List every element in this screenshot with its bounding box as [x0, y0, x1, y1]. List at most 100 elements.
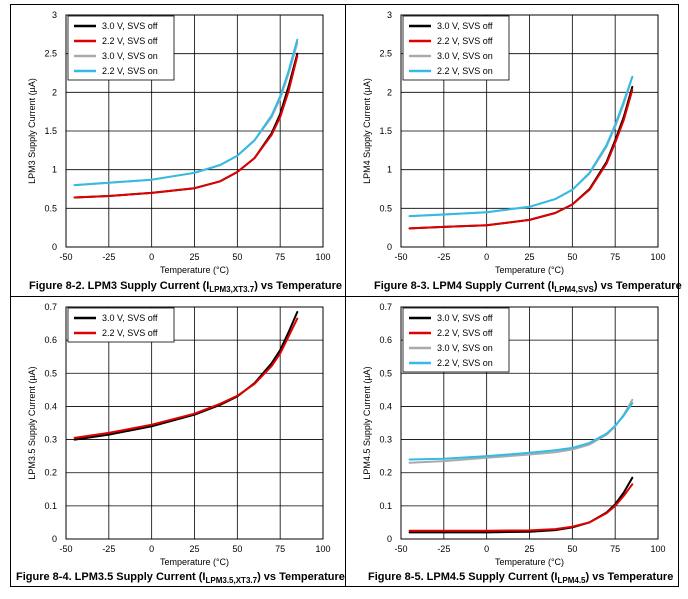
x-tick-label: 25 — [189, 544, 199, 554]
legend-entry: 3.0 V, SVS on — [437, 51, 493, 61]
legend-entry: 2.2 V, SVS off — [102, 328, 158, 338]
y-tick-label: 0.1 — [379, 501, 392, 511]
legend-entry: 2.2 V, SVS off — [437, 36, 493, 46]
panel-lpm4-5: -50 -25 0 25 50 75 100 0 0.1 0.2 0.3 0.4 0.5 0.6 0.7 Te… — [346, 297, 680, 588]
plot-frame — [65, 306, 324, 540]
caption-lpm3: Figure 8-2. LPM3 Supply Current (ILPM3,X… — [29, 280, 342, 294]
plot-frame — [400, 306, 659, 540]
x-tick-label: 100 — [315, 544, 330, 554]
x-axis-label: Temperature (°C) — [495, 265, 564, 275]
x-tick-label: -50 — [59, 252, 72, 262]
x-tick-label: 75 — [275, 544, 285, 554]
y-axis-label: LPM4 Supply Current (µA) — [362, 78, 372, 184]
panel-lpm4: -50 -25 0 25 50 75 100 0 0.5 1 1.5 2 2.5 3 Temperature… — [346, 5, 682, 296]
caption-lpm4: Figure 8-3. LPM4 Supply Current (ILPM4,S… — [374, 280, 682, 294]
panel-lpm3-5: -50 -25 0 25 50 75 100 0 0.1 0.2 0.3 0.4 0.5 0.6 0.7 Te… — [11, 297, 345, 588]
y-tick-label: 1 — [387, 165, 392, 175]
x-tick-label: 75 — [275, 252, 285, 262]
chart-lpm4: -50 -25 0 25 50 75 100 0 0.5 1 1.5 2 2.5 3 Temperature… — [362, 10, 666, 275]
y-tick-label: 0.7 — [44, 302, 57, 312]
x-axis-label: Temperature (°C) — [160, 557, 229, 567]
legend-entry: 2.2 V, SVS off — [102, 36, 158, 46]
y-tick-label: 0.7 — [379, 302, 392, 312]
x-tick-label: -25 — [102, 252, 115, 262]
x-tick-label: -25 — [437, 544, 450, 554]
figure-grid: -50 -25 0 25 50 75 100 0 0.5 1 1.5 2 2.5 3 Temperature… — [10, 4, 682, 588]
caption-suffix: ) vs Temperature — [254, 280, 343, 292]
y-tick-label: 1.5 — [379, 126, 392, 136]
x-tick-label: -25 — [437, 252, 450, 262]
series-line — [408, 483, 634, 532]
caption-suffix: ) vs Temperature — [257, 571, 345, 583]
y-axis-label: LPM3.5 Supply Current (µA) — [27, 366, 37, 479]
caption-subscript: LPM3,XT3.7 — [209, 285, 255, 295]
vertical-divider — [345, 5, 346, 586]
x-tick-label: 100 — [315, 252, 330, 262]
legend-entry: 2.2 V, SVS on — [437, 66, 493, 76]
plot-frame — [65, 14, 324, 248]
y-tick-label: 0.2 — [44, 468, 57, 478]
caption-text: Figure 8-5. LPM4.5 Supply Current (I — [368, 571, 558, 583]
x-tick-label: -50 — [394, 544, 407, 554]
x-tick-label: -50 — [59, 544, 72, 554]
legend-entry: 3.0 V, SVS on — [102, 51, 158, 61]
x-tick-label: 0 — [484, 544, 489, 554]
x-axis-label: Temperature (°C) — [495, 557, 564, 567]
legend-entry: 3.0 V, SVS off — [102, 313, 158, 323]
caption-subscript: LPM4,SVS — [554, 285, 594, 295]
y-tick-label: 0.3 — [44, 435, 57, 445]
y-tick-label: 2.5 — [379, 49, 392, 59]
caption-lpm4-5: Figure 8-5. LPM4.5 Supply Current (ILPM4… — [368, 571, 673, 585]
x-tick-label: 100 — [650, 544, 665, 554]
chart-lpm3: -50 -25 0 25 50 75 100 0 0.5 1 1.5 2 2.5 3 Temperature… — [27, 10, 331, 275]
x-tick-label: 50 — [232, 544, 242, 554]
x-tick-label: -50 — [394, 252, 407, 262]
x-tick-label: 50 — [567, 544, 577, 554]
x-tick-label: 100 — [650, 252, 665, 262]
y-tick-label: 0.1 — [44, 501, 57, 511]
y-axis-label: LPM4.5 Supply Current (µA) — [362, 366, 372, 479]
y-axis-label: LPM3 Supply Current (µA) — [27, 78, 37, 184]
y-tick-label: 0.5 — [379, 368, 392, 378]
x-tick-label: 75 — [610, 252, 620, 262]
y-tick-label: 1 — [52, 165, 57, 175]
y-tick-label: 0.5 — [379, 203, 392, 213]
x-tick-label: 0 — [149, 252, 154, 262]
legend-entry: 2.2 V, SVS off — [437, 328, 493, 338]
x-tick-label: 25 — [524, 252, 534, 262]
x-tick-label: 0 — [484, 252, 489, 262]
caption-subscript: LPM3.5,XT3.7 — [205, 576, 258, 586]
legend-entry: 3.0 V, SVS off — [102, 21, 158, 31]
y-tick-label: 0 — [387, 534, 392, 544]
y-tick-label: 0.6 — [379, 335, 392, 345]
caption-lpm3-5: Figure 8-4. LPM3.5 Supply Current (ILPM3… — [16, 571, 345, 585]
panel-lpm3: -50 -25 0 25 50 75 100 0 0.5 1 1.5 2 2.5 3 Temperature… — [11, 5, 345, 296]
x-tick-label: 25 — [189, 252, 199, 262]
legend-entry: 3.0 V, SVS on — [437, 343, 493, 353]
x-tick-label: -25 — [102, 544, 115, 554]
x-tick-label: 50 — [232, 252, 242, 262]
caption-suffix: ) vs Temperature — [593, 280, 682, 292]
legend-entry: 2.2 V, SVS on — [102, 66, 158, 76]
y-tick-label: 0.4 — [44, 401, 57, 411]
caption-suffix: ) vs Temperature — [585, 571, 674, 583]
caption-text: Figure 8-4. LPM3.5 Supply Current (I — [16, 571, 206, 583]
caption-text: Figure 8-3. LPM4 Supply Current (I — [374, 280, 555, 292]
y-tick-label: 0.2 — [379, 468, 392, 478]
caption-subscript: LPM4.5 — [557, 576, 586, 586]
x-tick-label: 25 — [524, 544, 534, 554]
y-tick-label: 2 — [52, 87, 57, 97]
legend-entry: 3.0 V, SVS off — [437, 21, 493, 31]
y-tick-label: 0 — [387, 242, 392, 252]
y-tick-label: 0.5 — [44, 368, 57, 378]
series-line — [408, 75, 634, 218]
y-tick-label: 2 — [387, 87, 392, 97]
x-axis-label: Temperature (°C) — [160, 265, 229, 275]
horizontal-divider — [11, 296, 678, 297]
y-tick-label: 1.5 — [44, 126, 57, 136]
x-tick-label: 75 — [610, 544, 620, 554]
x-tick-label: 50 — [567, 252, 577, 262]
x-tick-label: 0 — [149, 544, 154, 554]
series-line — [408, 402, 634, 461]
y-tick-label: 3 — [52, 10, 57, 20]
